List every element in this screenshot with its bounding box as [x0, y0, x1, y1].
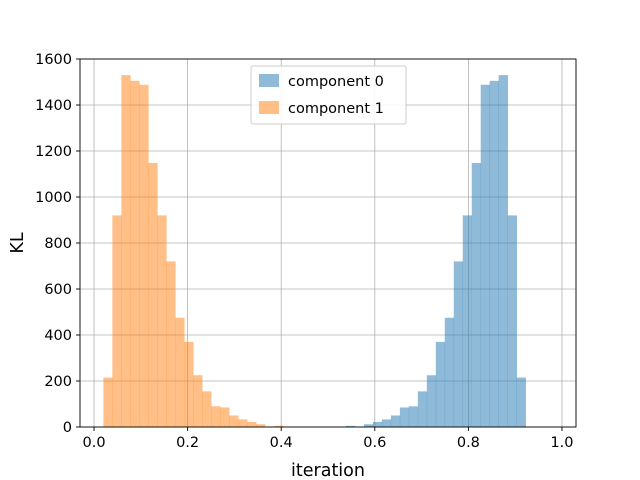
- histogram-bar: [193, 375, 203, 427]
- histogram-bar: [390, 415, 401, 427]
- x-axis-title: iteration: [291, 461, 365, 480]
- histogram-bar: [453, 261, 464, 427]
- histogram-bar: [417, 391, 428, 427]
- x-tick-label: 0.2: [176, 435, 199, 451]
- axis-ticks: 0.0 0.2 0.4 0.6 0.8 1.0 0 200 400 600 800 1000 1200 1…: [35, 52, 573, 451]
- x-tick-label: 0.4: [270, 435, 293, 451]
- histogram-bar: [112, 215, 122, 427]
- histogram-bar: [256, 424, 266, 427]
- histogram-bar: [471, 162, 482, 427]
- histogram-bar: [184, 341, 194, 427]
- histogram-bar: [345, 425, 356, 427]
- y-tick-label: 1400: [35, 98, 72, 114]
- histogram-bar: [130, 80, 140, 427]
- y-tick-label: 600: [44, 282, 72, 298]
- histogram-bar: [372, 421, 383, 427]
- histogram-bar: [480, 84, 491, 427]
- y-tick-label: 1600: [35, 52, 72, 68]
- histogram-bar: [462, 215, 473, 427]
- histogram-bar: [274, 425, 284, 427]
- x-tick-label: 0.0: [83, 435, 106, 451]
- histogram-bar: [426, 375, 437, 427]
- histogram-bar: [103, 377, 113, 427]
- histogram-bar: [444, 317, 455, 427]
- histogram-bar: [148, 162, 158, 427]
- histogram-bar: [220, 407, 230, 427]
- histogram-bar: [211, 406, 221, 427]
- legend-swatch: [259, 101, 279, 114]
- legend-label: component 0: [288, 74, 384, 90]
- histogram-bar: [247, 421, 257, 427]
- histogram-bar: [516, 377, 526, 427]
- histogram-bar: [175, 317, 185, 427]
- histogram-bar: [157, 215, 167, 427]
- x-tick-label: 0.6: [363, 435, 386, 451]
- histogram-bars: [103, 75, 526, 427]
- histogram-bar: [435, 341, 446, 427]
- y-tick-label: 200: [44, 374, 72, 390]
- legend-box: [250, 65, 407, 125]
- histogram-bar: [139, 84, 149, 427]
- histogram-bar: [507, 215, 517, 427]
- histogram-bar: [399, 407, 410, 427]
- histogram-bar: [121, 75, 131, 427]
- series-bars: [345, 75, 526, 427]
- legend-label: component 1: [288, 101, 384, 117]
- y-tick-label: 0: [63, 420, 72, 436]
- histogram-bar: [408, 406, 419, 427]
- y-tick-label: 1200: [35, 144, 72, 160]
- series-bars: [103, 75, 284, 427]
- histogram-bar: [229, 415, 239, 427]
- histogram-bar: [166, 261, 176, 427]
- y-axis-title: KL: [8, 232, 28, 253]
- histogram-bar: [489, 80, 499, 427]
- x-tick-label: 0.8: [457, 435, 480, 451]
- x-tick-label: 1.0: [550, 435, 573, 451]
- histogram-bar: [381, 419, 392, 427]
- y-tick-label: 400: [44, 328, 72, 344]
- legend-swatch: [259, 74, 279, 87]
- histogram-bar: [238, 419, 248, 427]
- histogram-bar: [498, 75, 508, 427]
- legend: component 0 component 1: [250, 65, 407, 125]
- histogram-bar: [363, 424, 374, 427]
- histogram-bar: [202, 391, 212, 427]
- y-tick-label: 800: [44, 236, 72, 252]
- y-tick-label: 1000: [35, 190, 72, 206]
